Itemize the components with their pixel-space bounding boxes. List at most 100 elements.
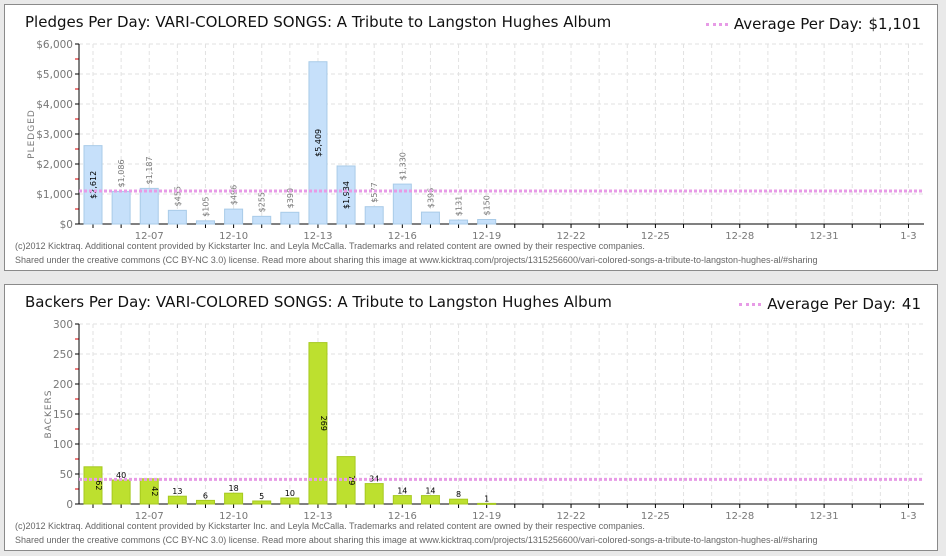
x-tick-label: 12-07 xyxy=(135,511,164,522)
chart-title: Backers Per Day: VARI-COLORED SONGS: A T… xyxy=(25,293,612,311)
x-tick-label: 12-25 xyxy=(641,231,670,242)
bar xyxy=(139,187,159,225)
x-tick-label: 12-07 xyxy=(135,231,164,242)
chart-title: Pledges Per Day: VARI-COLORED SONGS: A T… xyxy=(25,13,612,31)
bar-value-label: 42 xyxy=(150,486,159,496)
bar-value-label: $2,612 xyxy=(89,171,98,199)
legend-value: $1,101 xyxy=(868,15,922,33)
x-tick-label: 12-16 xyxy=(388,511,417,522)
y-axis-label: PLEDGED xyxy=(27,109,37,159)
bar-value-label: $1,187 xyxy=(145,156,154,184)
bar xyxy=(195,499,215,505)
legend-value: 41 xyxy=(901,295,921,313)
bar-value-label: 5 xyxy=(259,492,264,501)
bar xyxy=(167,209,187,225)
legend: Average Per Day: 41 xyxy=(739,295,921,313)
bar xyxy=(420,211,440,225)
y-tick-label: 100 xyxy=(53,439,73,451)
bar-value-label: 269 xyxy=(319,416,328,431)
bar xyxy=(224,208,244,225)
pledges-panel: Pledges Per Day: VARI-COLORED SONGS: A T… xyxy=(4,4,938,271)
y-tick-label: $6,000 xyxy=(36,39,73,51)
x-tick-label: 12-31 xyxy=(810,231,839,242)
x-tick-label: 12-13 xyxy=(303,231,332,242)
bar-value-label: 6 xyxy=(203,491,208,500)
bar-value-label: $105 xyxy=(201,196,210,216)
legend-label: Average Per Day: xyxy=(767,295,896,313)
bar xyxy=(83,466,103,505)
bar-value-label: 10 xyxy=(285,489,295,498)
bar-value-label: 18 xyxy=(229,484,239,493)
x-tick-label: 12-13 xyxy=(303,511,332,522)
bar-value-label: 13 xyxy=(172,487,182,496)
x-tick-label: 12-16 xyxy=(388,231,417,242)
bar-value-label: $496 xyxy=(230,185,239,205)
x-tick-label: 12-19 xyxy=(472,511,501,522)
bar xyxy=(280,497,300,505)
bar-value-label: $577 xyxy=(370,182,379,202)
bar xyxy=(364,206,384,225)
legend: Average Per Day: $1,101 xyxy=(705,15,922,33)
bar xyxy=(449,498,469,505)
bar xyxy=(308,61,328,225)
bar-value-label: $150 xyxy=(483,195,492,215)
bar xyxy=(477,219,497,225)
bar-value-label: 8 xyxy=(456,490,461,499)
bar-value-label: 1 xyxy=(484,494,489,503)
bar xyxy=(280,211,300,225)
x-tick-label: 12-22 xyxy=(557,231,586,242)
bar-value-label: $255 xyxy=(258,192,267,212)
x-tick-label: 12-10 xyxy=(219,511,248,522)
x-tick-label: 12-28 xyxy=(725,231,754,242)
average-line-swatch xyxy=(739,302,762,306)
y-tick-label: 150 xyxy=(53,409,73,421)
y-tick-label: 200 xyxy=(53,379,73,391)
bar xyxy=(364,483,384,505)
bar-value-label: 40 xyxy=(116,471,126,480)
bar-value-label: 14 xyxy=(425,487,435,496)
bar xyxy=(252,500,272,505)
y-tick-label: 250 xyxy=(53,349,73,361)
bar xyxy=(449,219,469,225)
bar-value-label: $455 xyxy=(173,186,182,206)
bar xyxy=(420,495,440,505)
y-tick-label: $5,000 xyxy=(36,69,73,81)
y-tick-label: $4,000 xyxy=(36,99,73,111)
bar xyxy=(195,220,215,225)
bar xyxy=(83,145,103,225)
y-tick-label: 50 xyxy=(60,469,73,481)
y-axis-label: BACKERS xyxy=(44,389,54,438)
x-tick-label: 12-19 xyxy=(472,231,501,242)
bar xyxy=(336,165,356,225)
x-tick-label: 12-22 xyxy=(557,511,586,522)
bar-value-label: $1,086 xyxy=(117,159,126,187)
bar-value-label: 14 xyxy=(397,487,407,496)
bar xyxy=(111,479,131,505)
footer-license: Shared under the creative commons (CC BY… xyxy=(15,255,818,265)
backers-panel: Backers Per Day: VARI-COLORED SONGS: A T… xyxy=(4,284,938,551)
legend-label: Average Per Day: xyxy=(733,15,863,33)
y-tick-label: $3,000 xyxy=(36,129,73,141)
bar-value-label: $1,934 xyxy=(342,181,351,209)
y-tick-label: 300 xyxy=(53,319,73,331)
x-tick-label: 12-10 xyxy=(219,231,248,242)
bar-value-label: $1,330 xyxy=(398,152,407,180)
x-tick-label: 1-3 xyxy=(900,511,916,522)
bar xyxy=(308,342,328,505)
x-tick-label: 12-31 xyxy=(810,511,839,522)
bar-value-label: 62 xyxy=(94,480,103,490)
footer-license: Shared under the creative commons (CC BY… xyxy=(15,535,818,545)
bar xyxy=(477,502,497,505)
y-tick-label: $1,000 xyxy=(36,189,73,201)
bar-value-label: $5,409 xyxy=(314,129,323,157)
footer-copyright: (c)2012 Kicktraq. Additional content pro… xyxy=(15,241,645,251)
x-tick-label: 1-3 xyxy=(900,231,916,242)
backers-chart: 0 50 100 150 200 250 300 BACKERS 12-07 12-10 12-13… xyxy=(44,319,924,522)
y-tick-label: 0 xyxy=(66,499,73,511)
bar-value-label: $396 xyxy=(426,188,435,208)
bar xyxy=(111,190,131,225)
bar xyxy=(167,495,187,505)
x-tick-label: 12-28 xyxy=(725,511,754,522)
y-tick-label: $0 xyxy=(60,219,73,231)
x-tick-label: 12-25 xyxy=(641,511,670,522)
